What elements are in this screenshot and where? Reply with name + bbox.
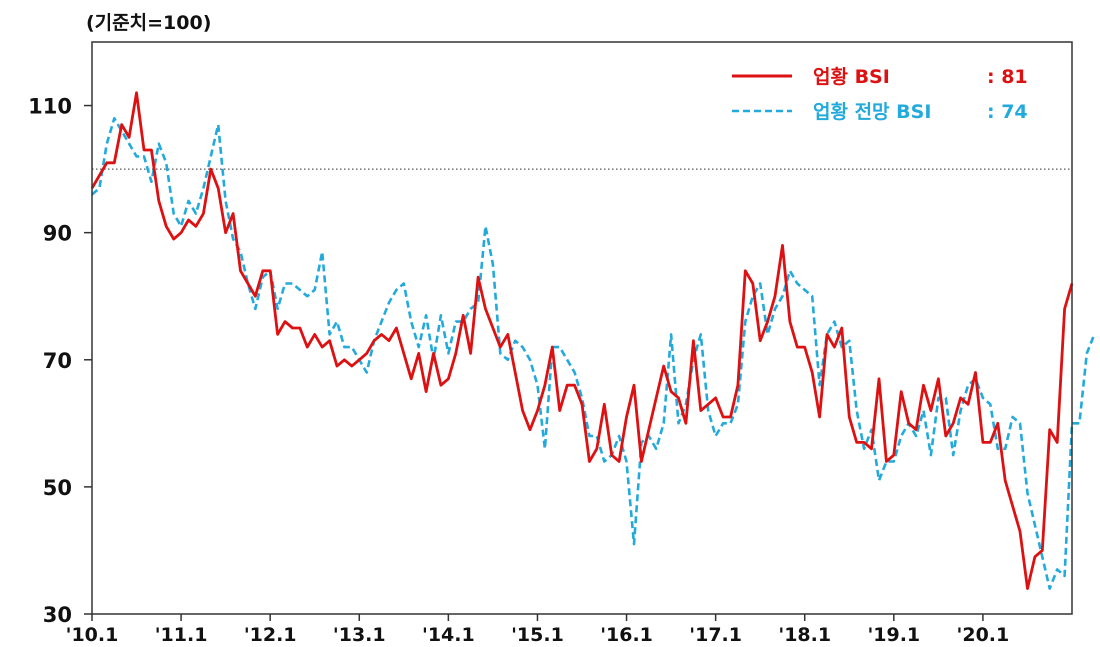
x-tick-label: '10.1 xyxy=(66,624,119,646)
legend: 업황 BSI : 81 업황 전망 BSI : 74 xyxy=(732,65,1028,123)
x-tick-label: '15.1 xyxy=(511,624,564,646)
x-tick-label: '18.1 xyxy=(778,624,831,646)
x-tick-label: '19.1 xyxy=(867,624,920,646)
x-tick-label: '13.1 xyxy=(333,624,386,646)
y-tick-label: 30 xyxy=(43,603,72,627)
series-line-business-bsi xyxy=(90,91,1074,590)
y-tick-label: 110 xyxy=(28,95,72,119)
x-tick-label: '17.1 xyxy=(689,624,742,646)
x-tick-label: '16.1 xyxy=(600,624,653,646)
x-tick-label: '20.1 xyxy=(957,624,1010,646)
y-tick-label: 70 xyxy=(43,349,72,373)
y-tick-label: 50 xyxy=(43,476,72,500)
plot-area-frame xyxy=(91,41,1073,615)
x-tick-label: '12.1 xyxy=(244,624,297,646)
legend-series-value: : 74 xyxy=(987,101,1028,123)
unit-label: (기준치=100) xyxy=(86,12,212,34)
x-tick-label: '14.1 xyxy=(422,624,475,646)
legend-series-name: 업황 전망 BSI xyxy=(813,100,931,123)
y-tick-label: 90 xyxy=(43,222,72,246)
legend-series-name: 업황 BSI xyxy=(813,65,890,88)
series-line-outlook-bsi xyxy=(91,117,1096,590)
x-tick-label: '11.1 xyxy=(155,624,208,646)
legend-series-value: : 81 xyxy=(987,66,1028,88)
